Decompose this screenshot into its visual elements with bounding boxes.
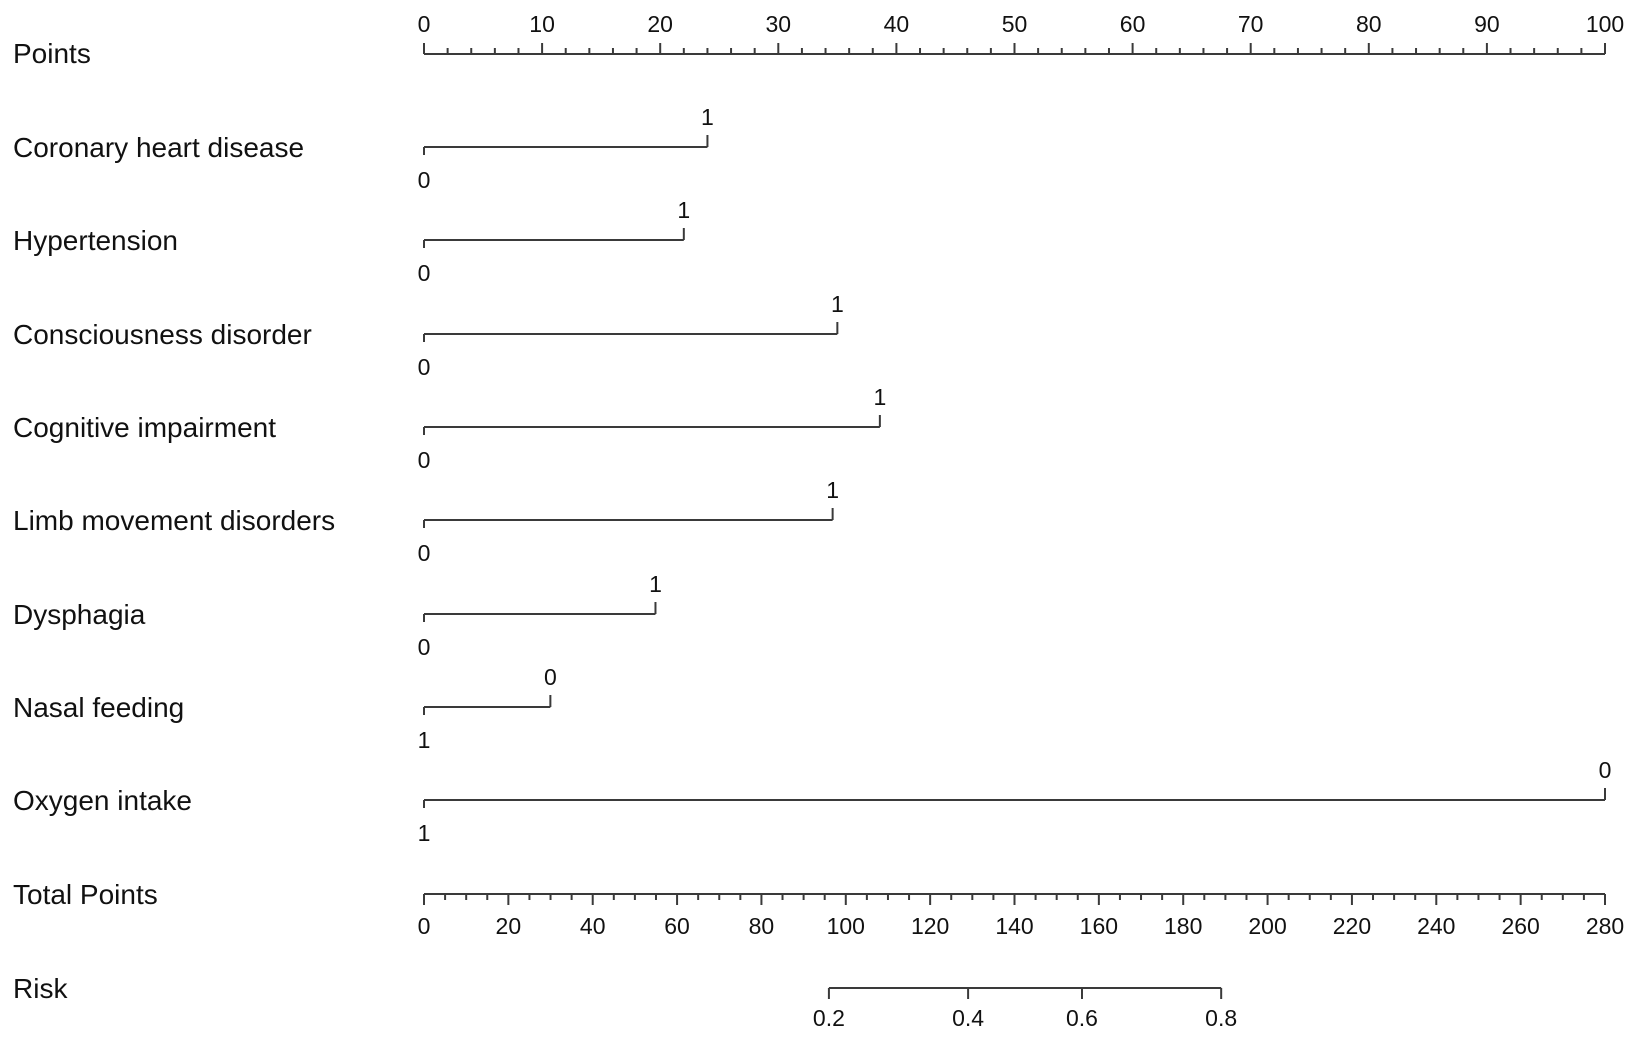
predictor-label: Coronary heart disease <box>13 132 304 163</box>
points-tick-label: 90 <box>1474 11 1500 37</box>
predictor-level-label: 1 <box>418 727 431 753</box>
total-points-tick-label: 60 <box>664 913 690 939</box>
total-points-tick-label: 120 <box>911 913 949 939</box>
points-tick-label: 80 <box>1356 11 1382 37</box>
predictor-level-label: 1 <box>831 291 844 317</box>
predictor-level-label: 1 <box>873 384 886 410</box>
predictor-level-label: 0 <box>544 664 557 690</box>
total-points-tick-label: 180 <box>1164 913 1202 939</box>
predictor-label: Consciousness disorder <box>13 319 312 350</box>
predictor-level-label: 1 <box>649 571 662 597</box>
points-tick-label: 10 <box>529 11 555 37</box>
predictor-level-label: 0 <box>418 167 431 193</box>
predictor-level-label: 0 <box>418 634 431 660</box>
predictor-level-label: 0 <box>1599 757 1612 783</box>
risk-axis-label: Risk <box>13 973 68 1004</box>
points-tick-label: 20 <box>647 11 673 37</box>
predictor-label: Limb movement disorders <box>13 505 335 536</box>
predictor-level-label: 0 <box>418 447 431 473</box>
total-points-tick-label: 100 <box>827 913 865 939</box>
predictor-label: Dysphagia <box>13 599 146 630</box>
risk-tick-label: 0.8 <box>1205 1005 1237 1031</box>
predictor-level-label: 0 <box>418 354 431 380</box>
points-tick-label: 50 <box>1002 11 1028 37</box>
points-tick-label: 30 <box>766 11 792 37</box>
total-points-tick-label: 280 <box>1586 913 1624 939</box>
predictor-label: Hypertension <box>13 225 178 256</box>
predictor-label: Oxygen intake <box>13 785 192 816</box>
total-points-tick-label: 260 <box>1501 913 1539 939</box>
predictor-label: Cognitive impairment <box>13 412 276 443</box>
risk-tick-label: 0.2 <box>813 1005 845 1031</box>
points-tick-label: 0 <box>418 11 431 37</box>
total-points-axis-label: Total Points <box>13 879 158 910</box>
points-tick-label: 60 <box>1120 11 1146 37</box>
predictor-level-label: 1 <box>701 104 714 130</box>
predictor-label: Nasal feeding <box>13 692 184 723</box>
points-axis-label: Points <box>13 38 91 69</box>
points-tick-label: 100 <box>1586 11 1624 37</box>
total-points-tick-label: 140 <box>995 913 1033 939</box>
predictor-level-label: 1 <box>677 197 690 223</box>
total-points-tick-label: 0 <box>418 913 431 939</box>
total-points-tick-label: 200 <box>1248 913 1286 939</box>
total-points-tick-label: 220 <box>1333 913 1371 939</box>
total-points-tick-label: 160 <box>1080 913 1118 939</box>
total-points-tick-label: 40 <box>580 913 606 939</box>
total-points-tick-label: 240 <box>1417 913 1455 939</box>
risk-tick-label: 0.6 <box>1066 1005 1098 1031</box>
predictor-level-label: 0 <box>418 260 431 286</box>
points-tick-label: 70 <box>1238 11 1264 37</box>
predictor-level-label: 1 <box>826 477 839 503</box>
total-points-tick-label: 80 <box>749 913 775 939</box>
points-tick-label: 40 <box>884 11 910 37</box>
total-points-tick-label: 20 <box>496 913 522 939</box>
predictor-level-label: 0 <box>418 540 431 566</box>
risk-tick-label: 0.4 <box>952 1005 984 1031</box>
predictor-level-label: 1 <box>418 820 431 846</box>
